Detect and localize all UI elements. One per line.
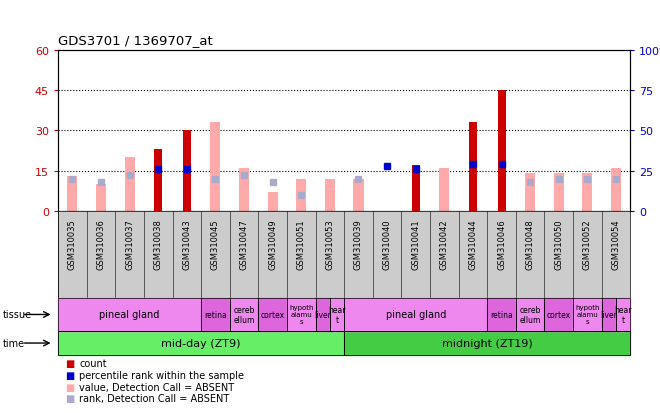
Text: hypoth
alamu
s: hypoth alamu s — [575, 305, 600, 325]
Text: GSM310035: GSM310035 — [68, 218, 77, 269]
Text: GSM310053: GSM310053 — [325, 218, 335, 269]
Text: liver: liver — [601, 310, 617, 319]
Text: liver: liver — [314, 310, 331, 319]
Text: GSM310043: GSM310043 — [182, 218, 191, 269]
Text: GSM310049: GSM310049 — [268, 218, 277, 269]
Text: GSM310042: GSM310042 — [440, 218, 449, 269]
Text: GSM310040: GSM310040 — [383, 218, 391, 269]
Text: cortex: cortex — [546, 310, 571, 319]
Text: GSM310039: GSM310039 — [354, 218, 363, 269]
Text: rank, Detection Call = ABSENT: rank, Detection Call = ABSENT — [79, 393, 230, 403]
Text: midnight (ZT19): midnight (ZT19) — [442, 338, 533, 348]
Bar — [268, 192, 278, 211]
Bar — [440, 169, 449, 211]
Text: GSM310037: GSM310037 — [125, 218, 134, 269]
Text: GSM310047: GSM310047 — [240, 218, 249, 269]
Text: cereb
ellum: cereb ellum — [234, 305, 255, 324]
Bar — [554, 174, 564, 211]
Bar — [354, 179, 364, 211]
Text: GSM310045: GSM310045 — [211, 218, 220, 269]
Text: ■: ■ — [65, 382, 74, 392]
Bar — [125, 158, 135, 211]
Text: value, Detection Call = ABSENT: value, Detection Call = ABSENT — [79, 382, 234, 392]
Text: count: count — [79, 358, 107, 368]
Text: cereb
ellum: cereb ellum — [519, 305, 541, 324]
Bar — [412, 166, 420, 211]
Text: GSM310038: GSM310038 — [154, 218, 163, 269]
Bar — [296, 179, 306, 211]
Text: GSM310046: GSM310046 — [497, 218, 506, 269]
Bar — [211, 123, 220, 211]
Text: ■: ■ — [65, 393, 74, 403]
Text: GSM310036: GSM310036 — [96, 218, 106, 269]
Text: hypoth
alamu
s: hypoth alamu s — [289, 305, 313, 325]
Bar — [498, 91, 506, 211]
Bar — [67, 177, 77, 211]
Bar — [96, 185, 106, 211]
Text: pineal gland: pineal gland — [100, 310, 160, 320]
Text: ■: ■ — [65, 358, 74, 368]
Text: GDS3701 / 1369707_at: GDS3701 / 1369707_at — [58, 33, 213, 47]
Text: GSM310051: GSM310051 — [297, 218, 306, 269]
Text: ■: ■ — [65, 370, 74, 380]
Text: retina: retina — [490, 310, 513, 319]
Text: retina: retina — [204, 310, 227, 319]
Bar — [582, 174, 593, 211]
Bar — [525, 174, 535, 211]
Text: percentile rank within the sample: percentile rank within the sample — [79, 370, 244, 380]
Bar — [154, 150, 162, 211]
Bar — [325, 179, 335, 211]
Text: GSM310054: GSM310054 — [612, 218, 620, 269]
Bar — [469, 123, 477, 211]
Bar — [611, 169, 621, 211]
Text: GSM310048: GSM310048 — [525, 218, 535, 269]
Text: cortex: cortex — [261, 310, 284, 319]
Text: mid-day (ZT9): mid-day (ZT9) — [162, 338, 241, 348]
Text: hear
t: hear t — [614, 305, 632, 324]
Text: GSM310044: GSM310044 — [469, 218, 477, 269]
Bar — [183, 131, 191, 211]
Text: hear
t: hear t — [328, 305, 346, 324]
Text: GSM310041: GSM310041 — [411, 218, 420, 269]
Text: tissue: tissue — [3, 310, 32, 320]
Text: pineal gland: pineal gland — [385, 310, 446, 320]
Text: GSM310052: GSM310052 — [583, 218, 592, 269]
Text: time: time — [3, 338, 25, 348]
Bar — [239, 169, 249, 211]
Text: GSM310050: GSM310050 — [554, 218, 563, 269]
